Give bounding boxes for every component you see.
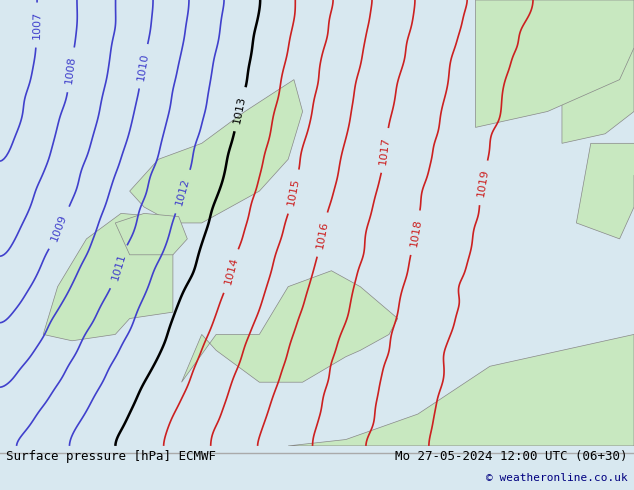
Polygon shape: [576, 144, 634, 239]
Polygon shape: [562, 0, 634, 144]
Text: 1012: 1012: [174, 177, 191, 206]
Text: Mo 27-05-2024 12:00 UTC (06+30): Mo 27-05-2024 12:00 UTC (06+30): [395, 450, 628, 463]
Text: 1007: 1007: [32, 11, 43, 39]
Text: 1019: 1019: [476, 168, 491, 197]
Text: 1008: 1008: [64, 55, 77, 84]
Text: Surface pressure [hPa] ECMWF: Surface pressure [hPa] ECMWF: [6, 450, 216, 463]
Text: 1014: 1014: [223, 256, 240, 286]
Polygon shape: [288, 334, 634, 446]
Text: 1011: 1011: [110, 252, 127, 282]
Text: 1015: 1015: [286, 177, 301, 206]
Text: © weatheronline.co.uk: © weatheronline.co.uk: [486, 473, 628, 483]
Text: 1013: 1013: [233, 95, 248, 124]
Polygon shape: [476, 0, 634, 127]
Text: 1018: 1018: [409, 218, 423, 247]
Text: 1016: 1016: [315, 220, 330, 249]
Text: 1010: 1010: [136, 51, 150, 81]
Polygon shape: [181, 270, 398, 382]
Polygon shape: [115, 214, 187, 255]
Text: 1009: 1009: [49, 213, 69, 243]
Polygon shape: [43, 214, 173, 341]
Polygon shape: [130, 80, 302, 223]
Text: 1017: 1017: [378, 136, 392, 165]
